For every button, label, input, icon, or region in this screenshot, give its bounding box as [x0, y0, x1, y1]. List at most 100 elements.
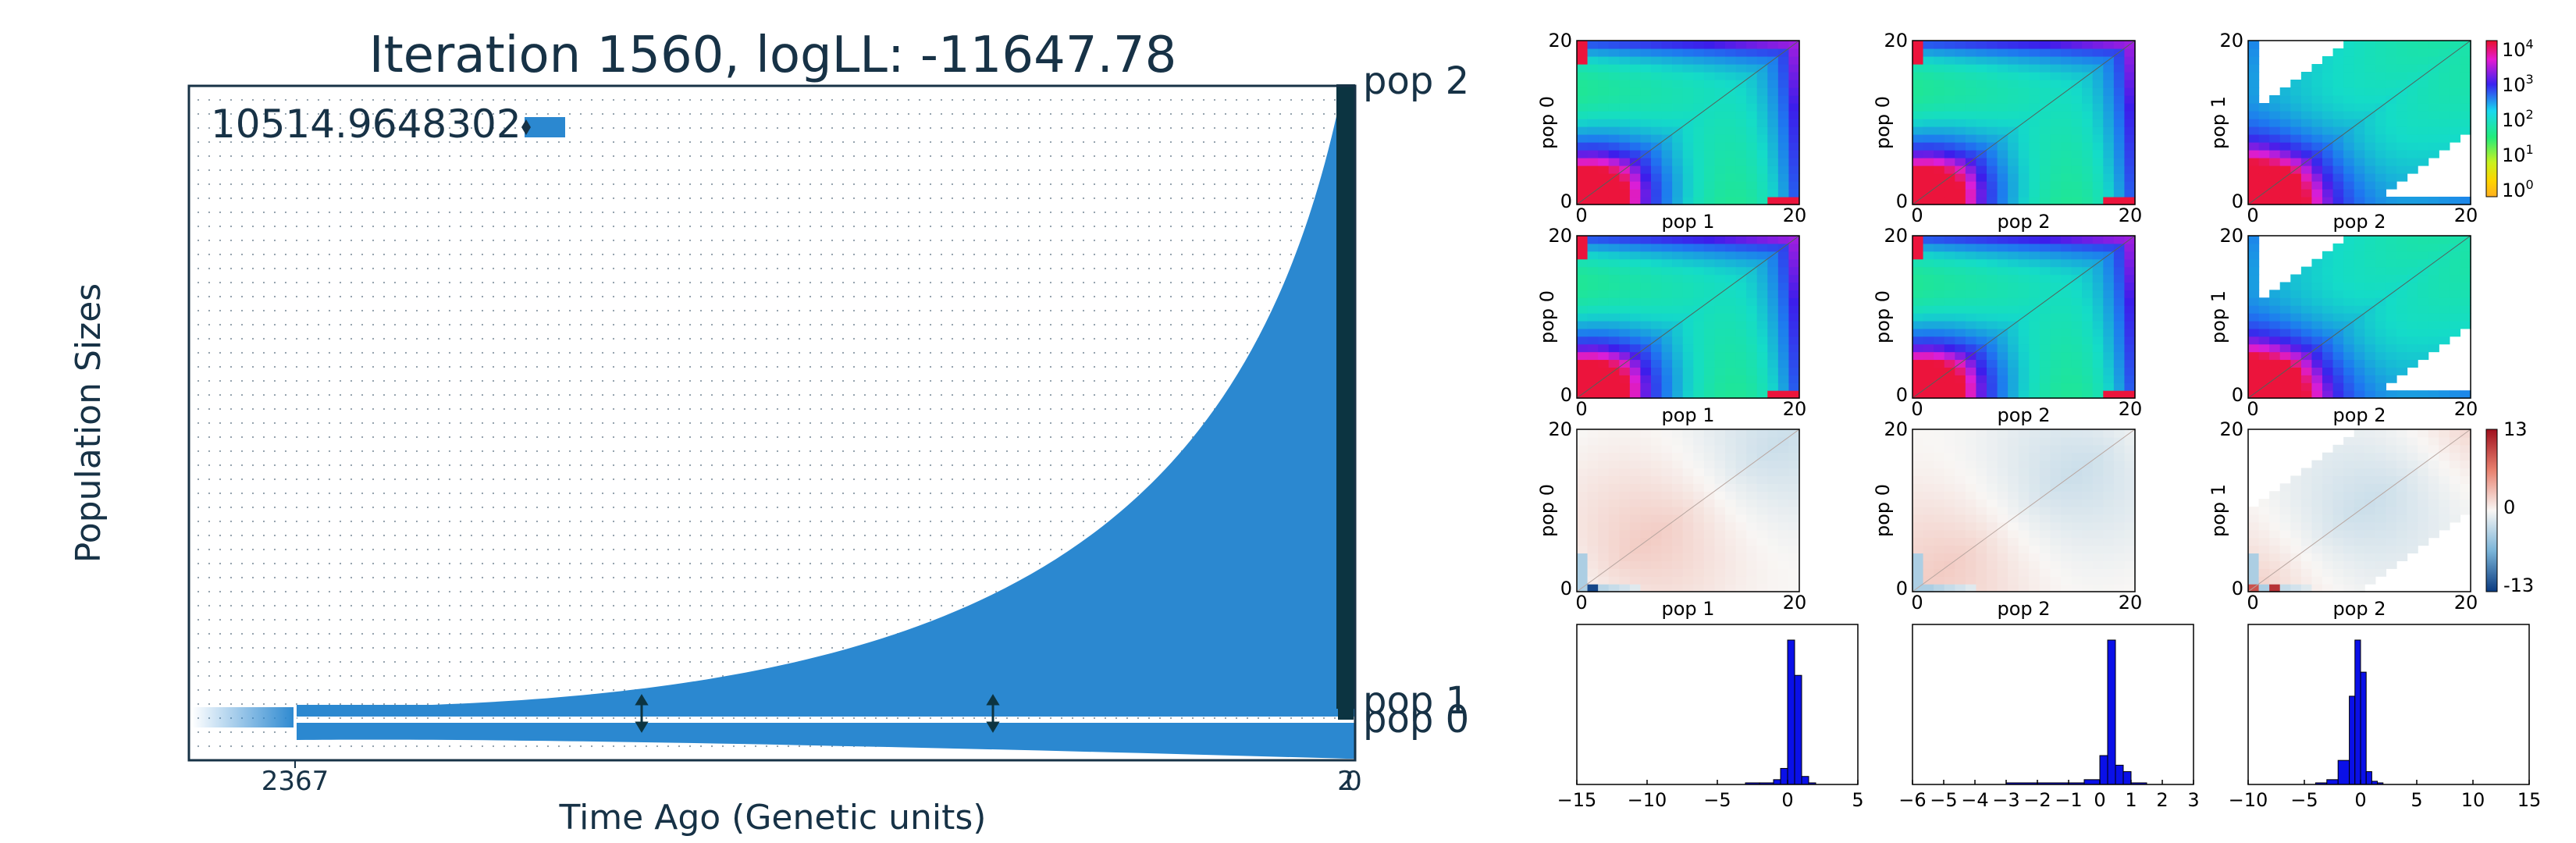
- sfs-cell: [1725, 72, 1736, 80]
- sfs-cell: [1923, 134, 1934, 143]
- sfs-cell: [1577, 87, 1588, 96]
- sfs-cell: [2008, 344, 2019, 353]
- residual-cell: [1588, 483, 1599, 492]
- residual-cell: [1683, 560, 1694, 569]
- residual-cell: [1912, 507, 1923, 515]
- residual-cell: [1609, 514, 1620, 523]
- residual-cell: [1778, 445, 1789, 454]
- sfs-cell: [2386, 87, 2396, 96]
- sfs-cell: [2259, 165, 2270, 174]
- sfs-cell: [1704, 321, 1715, 329]
- residual-cell: [2103, 461, 2114, 469]
- sfs-cell: [2103, 367, 2114, 375]
- sfs-cell: [2019, 336, 2030, 345]
- hist-tick-label: −10: [1628, 789, 1667, 811]
- residual-cell: [2364, 553, 2375, 561]
- sfs-cell: [2407, 197, 2418, 205]
- residual-cell: [1693, 483, 1704, 492]
- sfs-cell: [2103, 158, 2114, 166]
- residual-cell: [1588, 514, 1599, 523]
- sfs-cell: [2248, 382, 2259, 391]
- sfs-cell: [1609, 344, 1620, 353]
- sfs-cell: [2396, 390, 2407, 399]
- sfs-cell: [1577, 251, 1588, 260]
- sfs-cell: [2050, 321, 2061, 329]
- sfs-cell: [2460, 103, 2471, 112]
- sfs-cell: [1609, 197, 1620, 205]
- residual-cell: [2050, 429, 2061, 438]
- sfs-cell: [1788, 290, 1799, 298]
- sfs-cell: [2386, 158, 2396, 166]
- residual-cell: [1778, 568, 1789, 577]
- sfs-cell: [2061, 103, 2072, 112]
- residual-cell: [2072, 553, 2083, 561]
- sfs-cell: [1662, 48, 1673, 57]
- residual-cell: [2290, 499, 2301, 507]
- sfs-cell: [1598, 41, 1609, 49]
- residual-cell: [2124, 461, 2135, 469]
- sfs-cell: [2450, 87, 2460, 96]
- sfs-cell: [2050, 382, 2061, 391]
- residual-cell: [2103, 560, 2114, 569]
- histogram-bar: [2123, 772, 2131, 784]
- sfs-cell: [1987, 275, 1998, 283]
- sfs-cell: [2460, 111, 2471, 119]
- residual-cell: [1640, 483, 1651, 492]
- residual-cell: [2050, 522, 2061, 531]
- sfs-cell: [1987, 72, 1998, 80]
- residual-cell: [1955, 522, 1966, 531]
- sfs-cell: [2259, 321, 2270, 329]
- sfs-cell: [1955, 56, 1966, 65]
- sfs-cell: [1693, 64, 1704, 73]
- sfs-cell: [2082, 367, 2093, 375]
- sfs-cell: [2396, 352, 2407, 361]
- sfs-cell: [2333, 375, 2344, 383]
- residual-cell: [1693, 514, 1704, 523]
- histogram-bar: [2366, 772, 2371, 784]
- sfs-cell: [2061, 352, 2072, 361]
- sfs-cell: [2343, 352, 2354, 361]
- residual-cell: [2396, 499, 2407, 507]
- residual-cell: [1714, 437, 1725, 446]
- residual-cell: [2082, 568, 2093, 577]
- sfs-cell: [2343, 382, 2354, 391]
- residual-cell: [2061, 568, 2072, 577]
- sfs-cell: [2364, 367, 2375, 375]
- sfs-cell: [2019, 158, 2030, 166]
- sfs-cell: [2364, 197, 2375, 205]
- residual-cell: [2103, 453, 2114, 461]
- residual-cell: [1736, 499, 1747, 507]
- sfs-cell: [1588, 134, 1599, 143]
- residual-cell: [2396, 429, 2407, 438]
- sfs-cell: [1955, 367, 1966, 375]
- sfs-cell: [1736, 158, 1747, 166]
- residual-cell: [1598, 461, 1609, 469]
- sfs-cell: [1609, 189, 1620, 197]
- sfs-cell: [2364, 150, 2375, 158]
- sfs-cell: [2333, 267, 2344, 276]
- sfs-cell: [1976, 297, 1987, 306]
- x-tick-label: 20: [2119, 398, 2143, 420]
- sfs-cell: [2061, 359, 2072, 368]
- sfs-cell: [2301, 134, 2312, 143]
- sfs-cell: [2386, 103, 2396, 112]
- sfs-cell: [1683, 352, 1694, 361]
- residual-cell: [2311, 530, 2322, 539]
- residual-cell: [1704, 576, 1715, 585]
- residual-cell: [1725, 437, 1736, 446]
- sfs-cell: [1640, 352, 1651, 361]
- sfs-cell: [1987, 119, 1998, 127]
- residual-cell: [2290, 507, 2301, 515]
- residual-cell: [2290, 568, 2301, 577]
- residual-cell: [1778, 546, 1789, 554]
- sfs-cell: [2248, 251, 2259, 260]
- sfs-cell: [2343, 56, 2354, 65]
- residual-cell: [2259, 568, 2270, 577]
- residual-cell: [1662, 560, 1673, 569]
- residual-cell: [2019, 437, 2030, 446]
- pop-label-0: pop 0: [1363, 698, 1469, 742]
- sfs-cell: [2343, 329, 2354, 337]
- residual-cell: [2061, 584, 2072, 592]
- sfs-cell: [2375, 321, 2386, 329]
- residual-cell: [2386, 553, 2396, 561]
